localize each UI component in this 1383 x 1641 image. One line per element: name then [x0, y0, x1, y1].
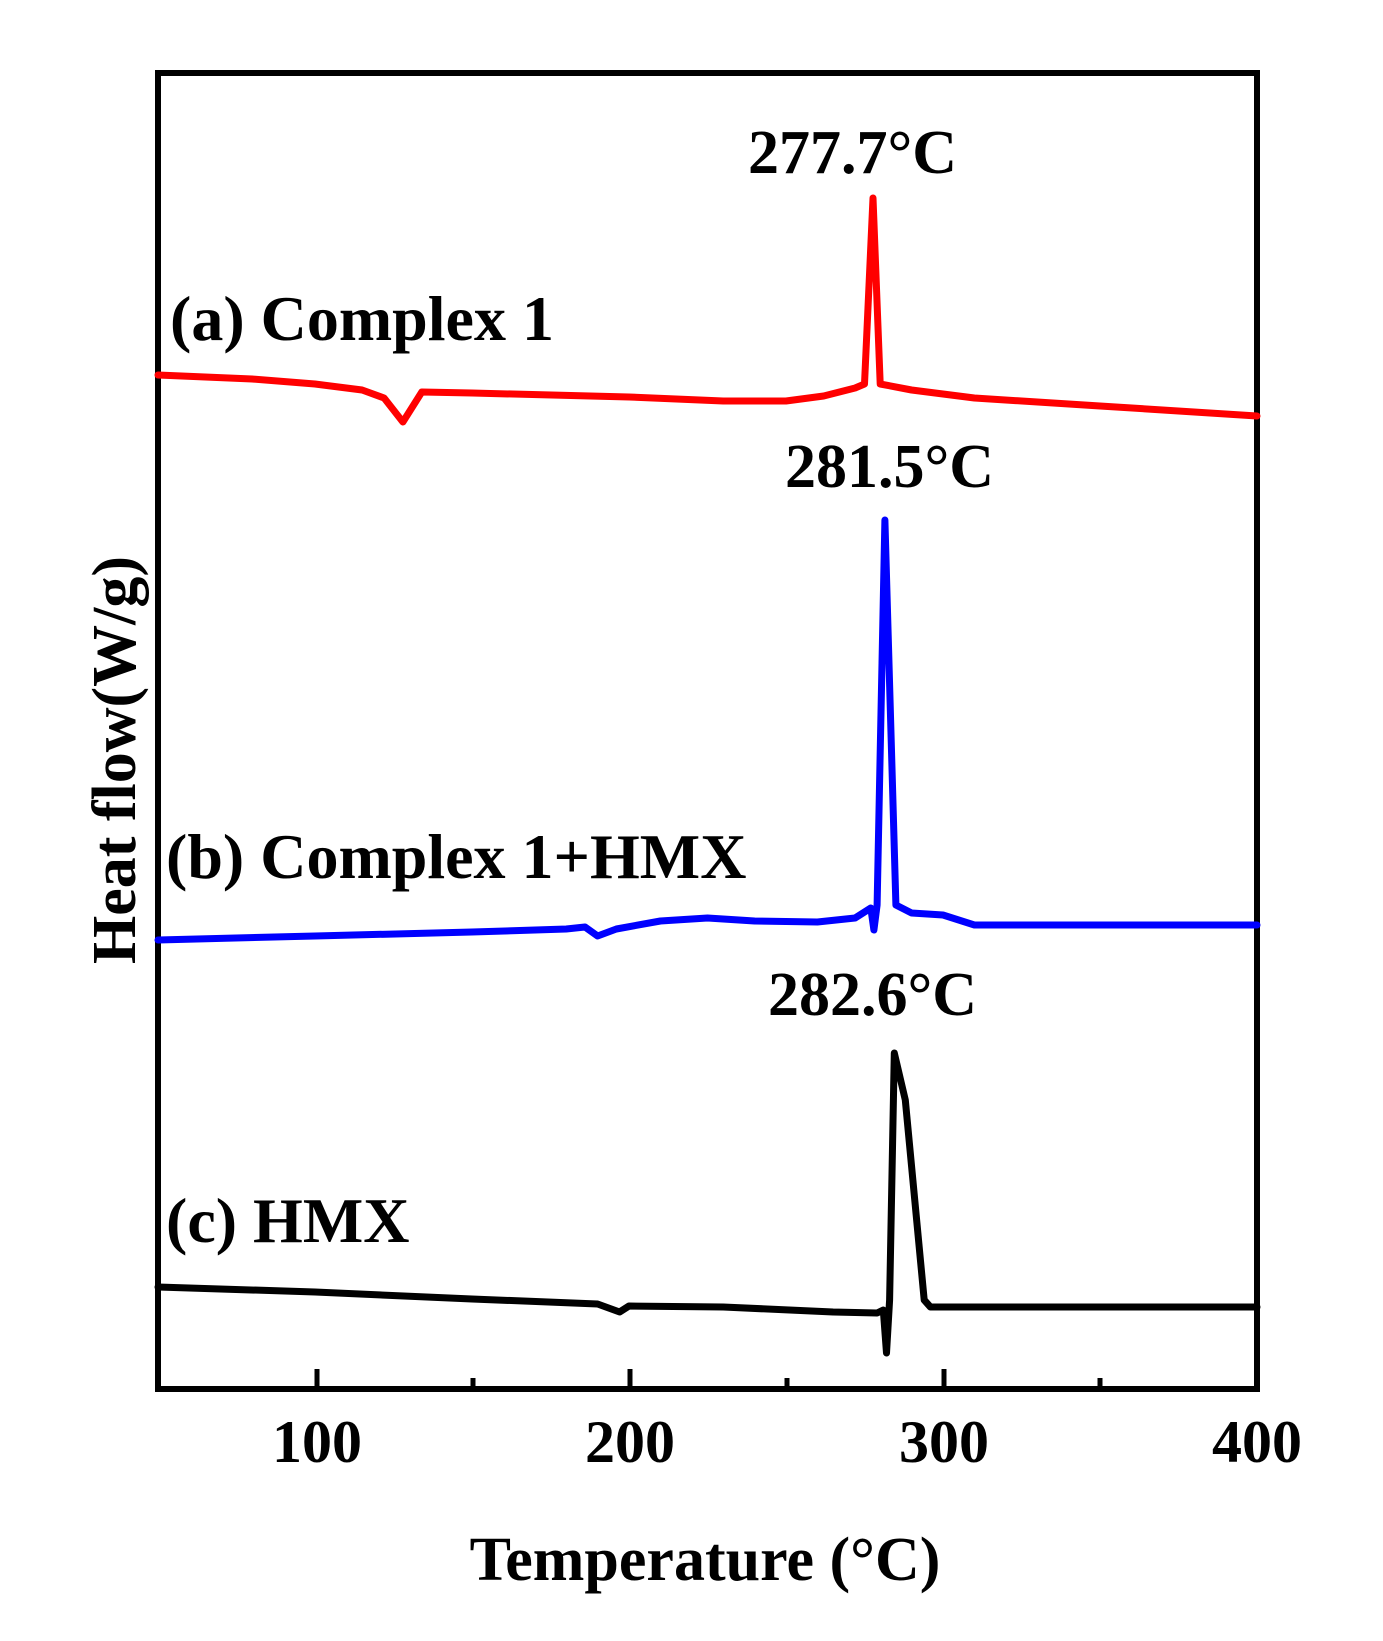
- x-tick-label-400: 400: [1212, 1409, 1302, 1475]
- x-ticks: [314, 1369, 1103, 1389]
- peak-annotation-b: 281.5°C: [785, 433, 994, 501]
- series-label-a: (a) Complex 1: [170, 283, 554, 354]
- x-tick-label-100: 100: [272, 1409, 362, 1475]
- series-line-a: [154, 194, 1261, 426]
- series-layer: [154, 194, 1261, 1357]
- peak-annotation-c: 282.6°C: [768, 961, 977, 1029]
- plot-frame: [155, 70, 1260, 1392]
- series-label-c: (c) HMX: [166, 1185, 409, 1256]
- peak-annotation-a: 277.7°C: [748, 119, 957, 187]
- series-line-b: [154, 516, 1261, 944]
- y-axis-title: Heat flow(W/g): [81, 556, 149, 964]
- x-axis-title: Temperature (°C): [470, 1526, 941, 1594]
- x-tick-label-300: 300: [899, 1409, 989, 1475]
- series-label-b: (b) Complex 1+HMX: [166, 821, 746, 892]
- series-line-c: [154, 1049, 1261, 1357]
- x-tick-label-200: 200: [585, 1409, 675, 1475]
